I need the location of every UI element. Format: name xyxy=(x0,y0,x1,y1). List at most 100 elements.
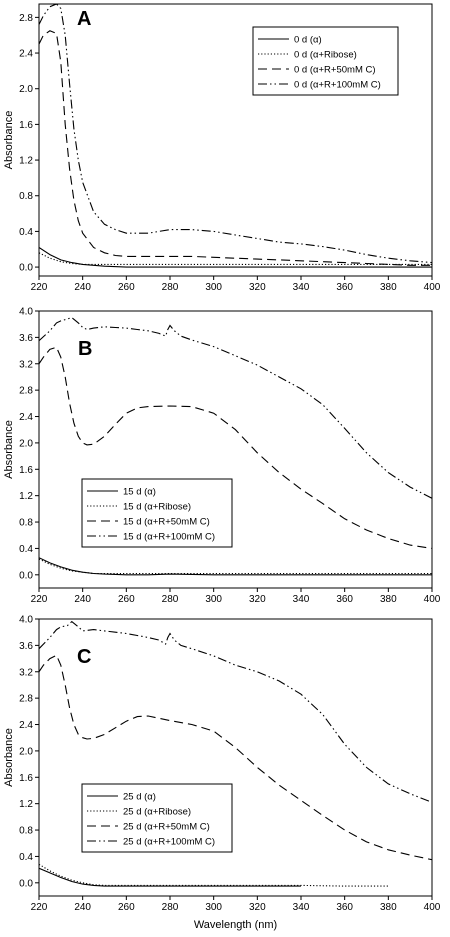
plot-frame xyxy=(38,3,433,277)
y-tick-label: 2.8 xyxy=(19,694,33,705)
y-tick-label: 1.6 xyxy=(19,465,33,476)
legend-box xyxy=(81,478,233,548)
legend-entry: 15 d (α+Ribose) xyxy=(123,502,191,513)
series-line-a-0 xyxy=(39,247,432,268)
x-tick-label: 300 xyxy=(205,594,222,605)
panel-a: 220 240 260 280 300 320 340 360 380 400 0.0 0.4 0.8 1… xyxy=(3,3,441,293)
x-tick-label: 380 xyxy=(380,594,397,605)
x-tick-label: 260 xyxy=(118,902,135,913)
y-tick-label: 0.0 xyxy=(19,878,33,889)
x-tick-label: 240 xyxy=(74,282,91,293)
y-axis-label: Absorbance xyxy=(3,420,15,479)
x-tick-label: 240 xyxy=(74,594,91,605)
legend-entry: 0 d (α) xyxy=(294,35,322,46)
y-tick-label: 0.4 xyxy=(19,852,33,863)
x-tick-label: 320 xyxy=(249,282,266,293)
y-tick-label: 3.6 xyxy=(19,333,33,344)
panel-b: 220 240 260 280 300 320 340 360 380 400 0.0 0.4 0.8 1… xyxy=(3,307,441,606)
y-tick-label: 2.8 xyxy=(19,13,33,24)
legend-entry: 25 d (α) xyxy=(123,792,156,803)
x-tick-label: 280 xyxy=(162,902,179,913)
x-tick-label: 340 xyxy=(293,902,310,913)
x-tick-label: 260 xyxy=(118,594,135,605)
series-line-b-1 xyxy=(39,558,432,575)
legend-entry: 25 d (α+R+100mM C) xyxy=(123,837,215,848)
y-tick-label: 1.2 xyxy=(19,491,33,502)
x-tick-label: 280 xyxy=(162,594,179,605)
y-tick-label: 0.8 xyxy=(19,191,33,202)
legend-entry: 15 d (α+R+50mM C) xyxy=(123,517,210,528)
series-line-a-1 xyxy=(39,252,432,265)
x-tick-label: 300 xyxy=(205,282,222,293)
legend: 15 d (α) 15 d (α+Ribose) 15 d (α+R+50mM C)… xyxy=(81,478,233,548)
legend: 25 d (α) 25 d (α+Ribose) 25 d (α+R+50mM C)… xyxy=(81,783,233,853)
series-line-a-2 xyxy=(39,30,432,266)
y-tick-label: 4.0 xyxy=(19,615,33,626)
plot-frame xyxy=(38,310,433,589)
x-tick-label: 320 xyxy=(249,594,266,605)
x-tick-label: 400 xyxy=(424,594,441,605)
x-tick-label: 240 xyxy=(74,902,91,913)
x-tick-label: 360 xyxy=(336,594,353,605)
legend-box xyxy=(252,26,399,96)
x-tick-label: 260 xyxy=(118,282,135,293)
series-line-b-2 xyxy=(39,346,432,549)
x-tick-label: 340 xyxy=(293,282,310,293)
series-line-b-0 xyxy=(39,557,432,576)
x-tick-label: 300 xyxy=(205,902,222,913)
y-tick-label: 0.0 xyxy=(19,570,33,581)
y-tick-label: 0.0 xyxy=(19,263,33,274)
series-line-c-2 xyxy=(39,654,432,861)
series-line-b-3 xyxy=(39,316,432,499)
y-tick-label: 2.0 xyxy=(19,746,33,757)
x-tick-label: 320 xyxy=(249,902,266,913)
y-tick-label: 3.6 xyxy=(19,641,33,652)
y-axis-label: Absorbance xyxy=(3,728,15,787)
x-tick-label: 380 xyxy=(380,902,397,913)
x-tick-label: 280 xyxy=(162,282,179,293)
y-tick-label: 2.4 xyxy=(19,412,33,423)
legend-entry: 15 d (α+R+100mM C) xyxy=(123,532,215,543)
plot-frame xyxy=(38,618,433,897)
y-axis-label: Absorbance xyxy=(3,111,15,170)
y-tick-label: 2.4 xyxy=(19,720,33,731)
legend-entry: 0 d (α+Ribose) xyxy=(294,50,357,61)
y-tick-label: 0.4 xyxy=(19,227,33,238)
y-tick-label: 0.4 xyxy=(19,544,33,555)
x-tick-label: 360 xyxy=(336,902,353,913)
y-tick-label: 0.8 xyxy=(19,826,33,837)
legend-entry: 0 d (α+R+100mM C) xyxy=(294,80,381,91)
y-tick-label: 3.2 xyxy=(19,667,33,678)
panel-letter: C xyxy=(77,646,91,668)
legend-entry: 15 d (α) xyxy=(123,487,156,498)
y-tick-label: 2.0 xyxy=(19,438,33,449)
series-line-c-1 xyxy=(39,863,389,887)
y-tick-label: 2.0 xyxy=(19,84,33,95)
y-tick-label: 2.4 xyxy=(19,49,33,60)
series-line-a-3 xyxy=(39,4,432,264)
x-tick-label: 360 xyxy=(336,282,353,293)
y-tick-label: 1.2 xyxy=(19,799,33,810)
legend: 0 d (α) 0 d (α+Ribose) 0 d (α+R+50mM C) 0 d… xyxy=(252,26,399,96)
x-tick-label: 400 xyxy=(424,902,441,913)
legend-entry: 0 d (α+R+50mM C) xyxy=(294,65,376,76)
y-tick-label: 1.6 xyxy=(19,120,33,131)
y-tick-label: 3.2 xyxy=(19,359,33,370)
legend-entry: 25 d (α+R+50mM C) xyxy=(123,822,210,833)
series-line-c-3 xyxy=(39,620,432,803)
panel-c: 220 240 260 280 300 320 340 360 380 400 0.0 0.4 0.8 1… xyxy=(3,615,441,932)
x-tick-label: 380 xyxy=(380,282,397,293)
y-tick-label: 1.2 xyxy=(19,156,33,167)
panel-letter: B xyxy=(78,338,92,360)
y-tick-label: 0.8 xyxy=(19,518,33,529)
x-axis-label: Wavelength (nm) xyxy=(194,919,277,931)
series-line-c-0 xyxy=(39,867,301,887)
panel-letter: A xyxy=(77,8,91,30)
y-tick-label: 2.8 xyxy=(19,386,33,397)
y-tick-label: 1.6 xyxy=(19,773,33,784)
x-tick-label: 220 xyxy=(31,594,48,605)
legend-entry: 25 d (α+Ribose) xyxy=(123,807,191,818)
x-tick-label: 400 xyxy=(424,282,441,293)
x-tick-label: 220 xyxy=(31,902,48,913)
